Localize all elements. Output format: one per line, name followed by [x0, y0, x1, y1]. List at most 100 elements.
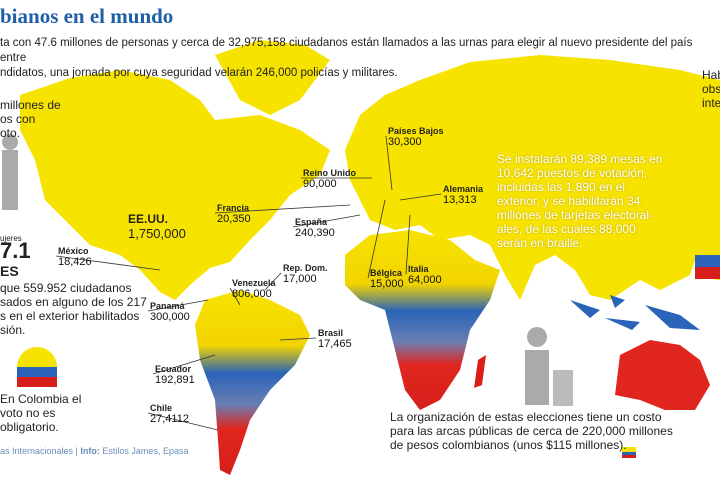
text-line: obligatorio.: [0, 420, 59, 434]
vote-note: En Colombia el voto no es obligatorio.: [0, 392, 81, 434]
australia: [615, 340, 710, 410]
madagascar: [474, 355, 486, 388]
text-line: os con: [0, 112, 36, 126]
text-line: de pesos colombianos (unos $115 millones…: [390, 438, 627, 452]
country-count: 192,891: [155, 374, 195, 386]
cost-note: La organización de estas elecciones tien…: [390, 410, 673, 452]
info: Estilos James, Epasa: [102, 446, 189, 456]
japan: [690, 170, 705, 215]
indonesia: [570, 295, 700, 330]
country-label: España 240,390: [295, 217, 335, 239]
country-name: EE.UU.: [128, 212, 169, 226]
text-line: s en el exterior habilitados: [0, 309, 140, 323]
country-count: 90,000: [303, 178, 337, 190]
text-line: exterior, y se habilitarán 34: [497, 194, 641, 208]
country-name: Francia: [217, 203, 250, 213]
text-line: obs: [702, 82, 720, 96]
country-name: México: [58, 246, 89, 256]
leader-line: [292, 214, 361, 228]
right-cropped: Hab obs inte: [702, 68, 720, 110]
leader-line: [405, 214, 411, 275]
country-name: España: [295, 217, 328, 227]
text-line: Hab: [702, 68, 720, 82]
country-name: Alemania: [443, 184, 484, 194]
country-label: Chile 27,4112: [150, 403, 189, 425]
north-america: [20, 70, 330, 300]
small-flag-b: [622, 452, 636, 455]
text-line: incluidas las 1,890 en el: [497, 180, 626, 194]
country-count: 17,465: [318, 338, 352, 350]
country-label: Ecuador 192,891: [155, 364, 195, 386]
country-label: México 18,426: [58, 246, 92, 268]
uk: [360, 160, 378, 195]
leader-line: [147, 299, 209, 312]
country-label: Bélgica 15,000: [370, 268, 404, 290]
leader-line: [264, 272, 282, 291]
footer: as Internacionales | Info: Estilos James…: [0, 446, 188, 456]
country-count: 1,750,000: [128, 226, 186, 241]
voter-head: [527, 327, 547, 347]
leader-line: [229, 287, 241, 306]
country-name: Panamá: [150, 301, 185, 311]
small-flag: [622, 447, 636, 452]
leader-line: [399, 193, 442, 201]
left-text: que 559.952 ciudadanos sados en alguno d…: [0, 281, 147, 337]
country-count: 17,000: [283, 273, 317, 285]
country-name: Bélgica: [370, 268, 403, 278]
source: as Internacionales |: [0, 446, 78, 456]
text-line: voto no es: [0, 406, 56, 420]
voter-body: [525, 350, 549, 405]
country-count: 806,000: [232, 288, 272, 300]
right-flag-blue: [695, 255, 720, 267]
leader-line: [55, 255, 161, 271]
intro: ta con 47.6 millones de personas y cerca…: [0, 36, 700, 81]
leader-line: [152, 354, 216, 375]
country-name: Ecuador: [155, 364, 192, 374]
country-name: Chile: [150, 403, 173, 413]
leader-line: [279, 337, 317, 341]
country-name: Venezuela: [232, 278, 276, 288]
text-line: para las arcas públicas de cerca de 220,…: [390, 424, 673, 438]
title: bianos en el mundo: [0, 4, 174, 28]
flag-red: [17, 377, 57, 387]
country-count: 30,300: [388, 136, 422, 148]
greenland: [215, 40, 330, 115]
intro-line: ta con 47.6 millones de personas y cerca…: [0, 37, 693, 64]
leader-line: [367, 199, 386, 279]
country-count: 20,350: [217, 213, 251, 225]
ballot-box: [553, 370, 573, 406]
leader-line: [385, 135, 393, 191]
text-line: inte: [702, 96, 720, 110]
country-label: Venezuela 806,000: [232, 278, 276, 300]
country-label: Rep. Dom. 17,000: [283, 263, 328, 285]
left-lines: millones de os con oto.: [0, 98, 61, 140]
africa: [345, 230, 500, 410]
leader-line: [147, 412, 219, 431]
text-line: En Colombia el: [0, 392, 82, 406]
country-label: Países Bajos 30,300: [388, 126, 444, 148]
fact-unit: ES: [0, 263, 19, 279]
country-count: 27,4112: [150, 413, 189, 425]
country-label: Alemania 13,313: [443, 184, 483, 206]
country-count: 18,426: [58, 256, 92, 268]
country-count: 15,000: [370, 278, 404, 290]
person-head: [2, 134, 18, 150]
country-label: EE.UU. 1,750,000: [128, 212, 186, 241]
tables-note: Se instalarán 89,389 mesas en 10,642 pues…: [497, 152, 662, 250]
text-line: 10,642 puestos de votación,: [497, 166, 648, 180]
country-label: Reino Unido 90,000: [303, 168, 356, 190]
fact-number: 7.1: [0, 238, 31, 263]
leader-lines: [55, 135, 442, 431]
person-icon: [2, 150, 18, 210]
text-line: Se instalarán 89,389 mesas en: [497, 152, 663, 166]
country-count: 13,313: [443, 194, 477, 206]
right-flag-red: [695, 267, 720, 279]
country-count: 240,390: [295, 227, 335, 239]
country-name: Brasil: [318, 328, 344, 338]
country-label: Panamá 300,000: [150, 301, 190, 323]
country-label: Brasil 17,465: [318, 328, 352, 350]
country-count: 300,000: [150, 311, 190, 323]
women-label: ujeres: [0, 234, 22, 243]
